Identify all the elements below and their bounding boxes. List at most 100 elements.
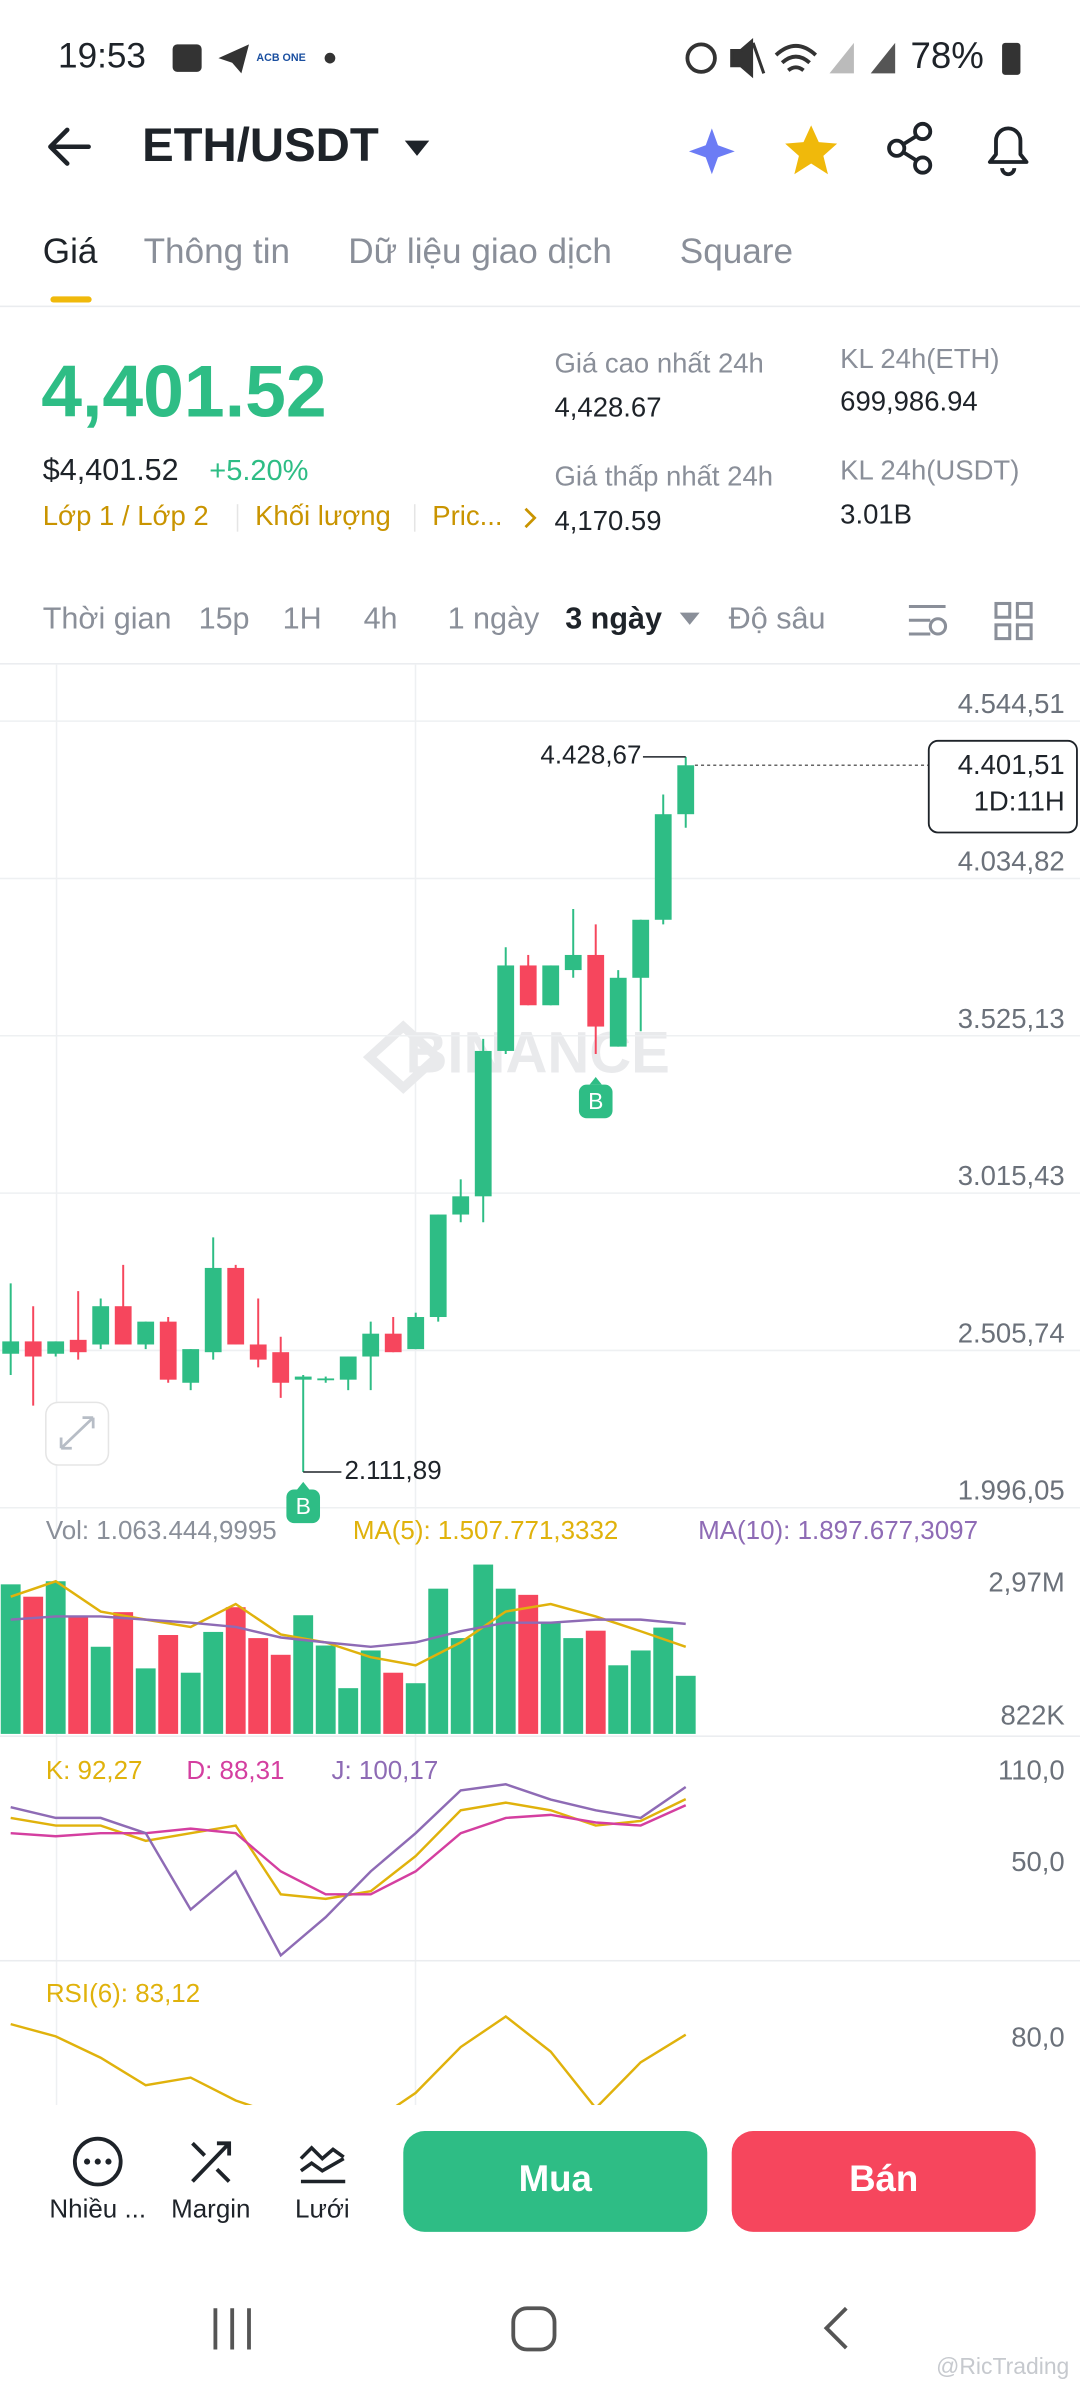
candle-body [182, 1349, 200, 1383]
separator [236, 504, 239, 532]
volume-bar [585, 1630, 606, 1734]
interval[interactable]: 15p [199, 601, 250, 635]
layout-button[interactable] [994, 601, 1033, 641]
kdj-legend: K: 92,27 [46, 1755, 143, 1785]
volume-bar [248, 1638, 269, 1734]
buy-marker [286, 1489, 321, 1524]
nav-recent[interactable] [213, 2308, 251, 2350]
ma5-line [10, 1579, 687, 1667]
candle-body [587, 954, 605, 1027]
current-price-label: 4.401,51 [958, 749, 1065, 780]
tag-link[interactable]: Khối lượng [255, 500, 391, 531]
chevron[interactable] [524, 507, 537, 529]
stat-label: Giá cao nhất 24h [555, 347, 764, 378]
status-icon [172, 44, 202, 72]
back-button[interactable] [48, 127, 91, 166]
stat-value: 699,986.94 [840, 386, 978, 417]
interval-selected[interactable]: 3 ngày [565, 601, 662, 635]
action-label[interactable]: Nhiều ... [49, 2193, 146, 2223]
candle-body [137, 1321, 155, 1345]
pair-title[interactable]: ETH/USDT [142, 119, 379, 172]
volume-bar [135, 1668, 156, 1734]
interval[interactable]: Độ sâu [729, 601, 826, 635]
footer-watermark: @RicTrading [936, 2353, 1069, 2379]
divider [0, 663, 1080, 665]
candle-body [272, 1352, 290, 1383]
volume-legend: MA(10): 1.897.677,3097 [698, 1515, 978, 1545]
volume-bar [608, 1665, 629, 1734]
sell-button-label[interactable]: Bán [849, 2158, 918, 2199]
volume-bar [0, 1584, 21, 1734]
candle-body [92, 1306, 110, 1345]
candle-body [632, 919, 650, 978]
candle-body [407, 1317, 425, 1350]
margin-icon[interactable] [191, 2141, 232, 2183]
interval[interactable]: 1 ngày [448, 601, 540, 635]
status-time: 19:53 [58, 36, 146, 75]
tab[interactable]: Square [680, 232, 793, 271]
buy-button-label[interactable]: Mua [519, 2158, 593, 2199]
expand-icon[interactable] [59, 1416, 95, 1450]
interval[interactable]: Thời gian [43, 601, 172, 635]
interval-dropdown[interactable] [679, 612, 700, 625]
y-tick-label: 822K [1001, 1699, 1066, 1730]
interval[interactable]: 4h [364, 601, 398, 635]
tag-link[interactable]: Lớp 1 / Lớp 2 [43, 500, 209, 531]
more-icon-dot[interactable] [84, 2158, 91, 2165]
y-tick-label: 110,0 [998, 1754, 1065, 1785]
y-tick-label: 3.525,13 [958, 1003, 1065, 1034]
status-icon-text: ACB ONE [256, 52, 305, 64]
more-icon-dot[interactable] [105, 2158, 112, 2165]
status-icon [218, 44, 249, 74]
status-icon [774, 44, 818, 72]
candle-body [452, 1196, 470, 1215]
max-label: 4.428,67 [540, 740, 641, 770]
tag-link[interactable]: Pric... [432, 500, 502, 531]
candle-body [429, 1214, 447, 1318]
stat-value: 3.01B [840, 499, 912, 530]
volume-bar [338, 1688, 359, 1734]
indicator-settings[interactable] [908, 605, 948, 636]
status-icon [829, 42, 854, 74]
stat-label: KL 24h(ETH) [840, 343, 999, 374]
candle-body [294, 1376, 312, 1380]
candle-body [24, 1341, 42, 1357]
kdj-line [10, 1783, 687, 1958]
pair-dropdown[interactable] [404, 140, 430, 156]
y-tick-label: 80,0 [1011, 2022, 1065, 2053]
more-icon-dot[interactable] [94, 2158, 101, 2165]
watermark-logo [362, 1020, 444, 1094]
status-icon [685, 42, 717, 74]
panel-divider [0, 1735, 1080, 1737]
tab[interactable]: Dữ liệu giao dịch [348, 232, 612, 271]
candle-body [362, 1333, 380, 1357]
nav-back[interactable] [823, 2306, 848, 2350]
tab[interactable]: Thông tin [144, 232, 290, 271]
candle-body [497, 965, 515, 1051]
grid-icon[interactable] [299, 2145, 346, 2184]
share-button[interactable] [887, 121, 933, 175]
y-tick-label: 2.505,74 [958, 1317, 1065, 1348]
buy-marker-label: B [296, 1493, 311, 1519]
volume-bar [68, 1616, 89, 1734]
volume-bar [90, 1646, 111, 1734]
alert-button[interactable] [987, 126, 1029, 177]
ai-button[interactable] [688, 128, 735, 175]
tab[interactable]: Giá [43, 232, 98, 271]
action-label[interactable]: Lưới [295, 2193, 350, 2223]
buy-button[interactable] [403, 2131, 708, 2232]
volume-bar [225, 1607, 246, 1734]
favorite-button[interactable] [785, 125, 838, 175]
volume-bar [653, 1627, 674, 1734]
y-tick-label: 1.996,05 [958, 1475, 1065, 1506]
status-battery: 78% [910, 35, 983, 76]
candle-body [317, 1378, 335, 1381]
nav-home[interactable] [511, 2306, 557, 2352]
more-icon[interactable] [72, 2136, 123, 2187]
action-label[interactable]: Margin [171, 2193, 250, 2223]
sell-button[interactable] [731, 2131, 1036, 2232]
divider [0, 305, 1080, 308]
rsi-line [10, 2014, 687, 2106]
interval[interactable]: 1H [283, 601, 322, 635]
